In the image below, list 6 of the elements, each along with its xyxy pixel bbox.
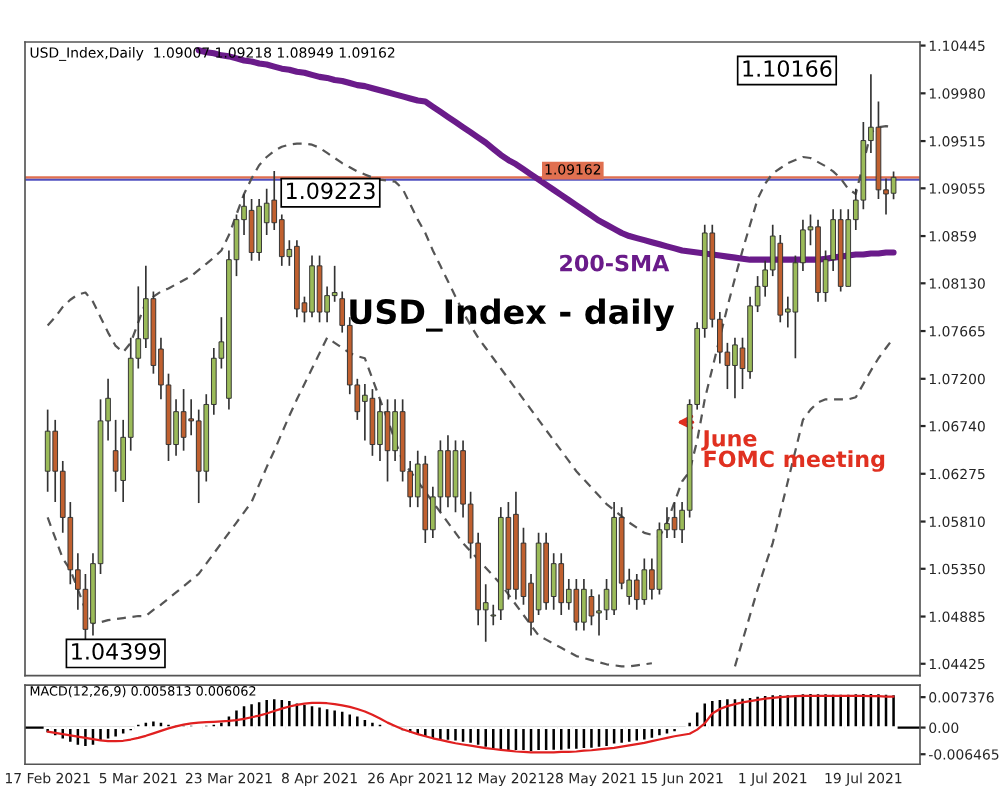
text: USD_Index - daily xyxy=(350,298,675,332)
annotation: 1.09223 xyxy=(286,182,375,200)
annotation: June FOMC meeting xyxy=(701,430,885,472)
series-label: 200-SMA xyxy=(560,254,670,272)
annotation: 1.10166 xyxy=(743,60,832,77)
annotation: 1.04399 xyxy=(72,643,161,660)
